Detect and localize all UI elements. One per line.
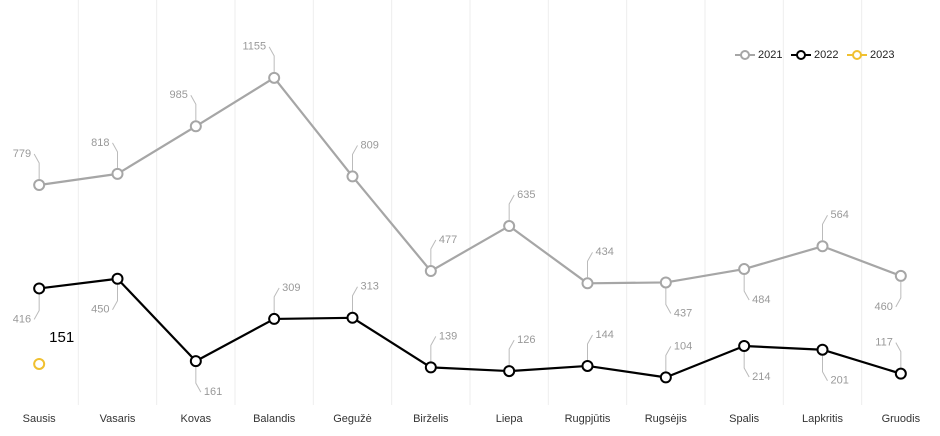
x-tick-label: Birželis <box>413 413 449 425</box>
marker <box>738 340 751 353</box>
x-tick-label: Vasaris <box>100 413 136 425</box>
x-tick-label: Liepa <box>496 413 524 425</box>
legend-label: 2021 <box>758 49 782 61</box>
marker <box>33 357 46 370</box>
x-tick-label: Rugpjūtis <box>565 413 611 425</box>
leader-line <box>430 336 437 362</box>
data-label: 635 <box>517 189 535 201</box>
leader-line <box>352 145 358 171</box>
marker <box>346 311 359 324</box>
leader-line <box>268 46 275 72</box>
x-tick-label: Kovas <box>181 413 212 425</box>
legend-label: 2022 <box>814 49 838 61</box>
marker <box>503 220 516 233</box>
marker <box>424 265 437 278</box>
marker <box>581 359 594 372</box>
marker <box>268 71 281 84</box>
data-label: 779 <box>13 148 31 160</box>
leader-line <box>895 281 902 308</box>
x-tick-label: Lapkritis <box>802 413 843 425</box>
data-label: 139 <box>439 330 457 342</box>
data-label: 1155 <box>243 41 267 53</box>
data-label: 151 <box>49 329 74 346</box>
x-tick-label: Sausis <box>23 413 57 425</box>
leader-line <box>190 95 197 121</box>
x-tick-label: Spalis <box>729 413 759 425</box>
data-label: 104 <box>674 340 692 352</box>
marker <box>816 240 829 253</box>
data-label: 313 <box>361 281 379 293</box>
legend-marker <box>740 50 750 60</box>
data-label: 564 <box>831 209 849 221</box>
data-label: 309 <box>282 282 300 294</box>
marker <box>111 167 124 180</box>
leader-line <box>508 194 515 221</box>
data-label: 484 <box>752 294 770 306</box>
legend-marker <box>796 50 806 60</box>
leader-line <box>822 215 828 241</box>
data-label: 985 <box>169 89 187 101</box>
data-label: 117 <box>875 337 893 349</box>
leader-line <box>587 252 593 278</box>
marker <box>894 269 907 282</box>
data-label: 818 <box>91 137 109 149</box>
marker <box>33 282 46 295</box>
data-label: 144 <box>596 329 614 341</box>
leader-line <box>822 355 828 381</box>
data-label: 460 <box>874 301 892 313</box>
marker <box>738 263 751 276</box>
marker <box>816 343 829 356</box>
marker <box>424 361 437 374</box>
marker <box>346 170 359 183</box>
x-tick-label: Gegužė <box>333 413 372 425</box>
data-label: 416 <box>13 313 31 325</box>
data-label: 434 <box>596 246 614 258</box>
marker <box>503 365 516 378</box>
data-label: 809 <box>361 139 379 151</box>
data-label: 161 <box>204 386 222 398</box>
marker <box>189 120 202 133</box>
leader-line <box>665 346 672 372</box>
legend-label: 2023 <box>870 49 894 61</box>
leader-line <box>33 153 40 179</box>
marker <box>33 178 46 191</box>
marker <box>659 276 672 289</box>
marker <box>581 277 594 290</box>
marker <box>189 355 202 368</box>
x-tick-label: Balandis <box>253 413 296 425</box>
leader-line <box>430 239 437 266</box>
series-line <box>39 277 902 379</box>
legend-marker <box>852 50 862 60</box>
leader-line <box>895 342 902 368</box>
leader-line <box>743 352 750 378</box>
x-tick-label: Gruodis <box>882 413 921 425</box>
leader-line <box>33 294 40 320</box>
data-label: 477 <box>439 234 457 246</box>
marker <box>268 312 281 325</box>
leader-line <box>665 288 672 314</box>
series-line <box>39 76 902 285</box>
leader-line <box>352 286 358 312</box>
data-label: 214 <box>752 371 770 383</box>
marker <box>894 367 907 380</box>
leader-line <box>508 339 515 366</box>
leader-line <box>112 142 118 168</box>
data-label: 450 <box>91 304 109 316</box>
leader-line <box>273 287 280 313</box>
x-tick-label: Rugsėjis <box>645 413 688 425</box>
data-label: 201 <box>831 375 849 387</box>
marker <box>659 371 672 384</box>
leader-line <box>743 275 750 301</box>
marker <box>111 272 124 285</box>
leader-line <box>587 334 593 360</box>
data-label: 126 <box>517 334 535 346</box>
data-label: 437 <box>674 307 692 319</box>
leader-line <box>195 367 202 393</box>
leader-line <box>112 284 118 310</box>
